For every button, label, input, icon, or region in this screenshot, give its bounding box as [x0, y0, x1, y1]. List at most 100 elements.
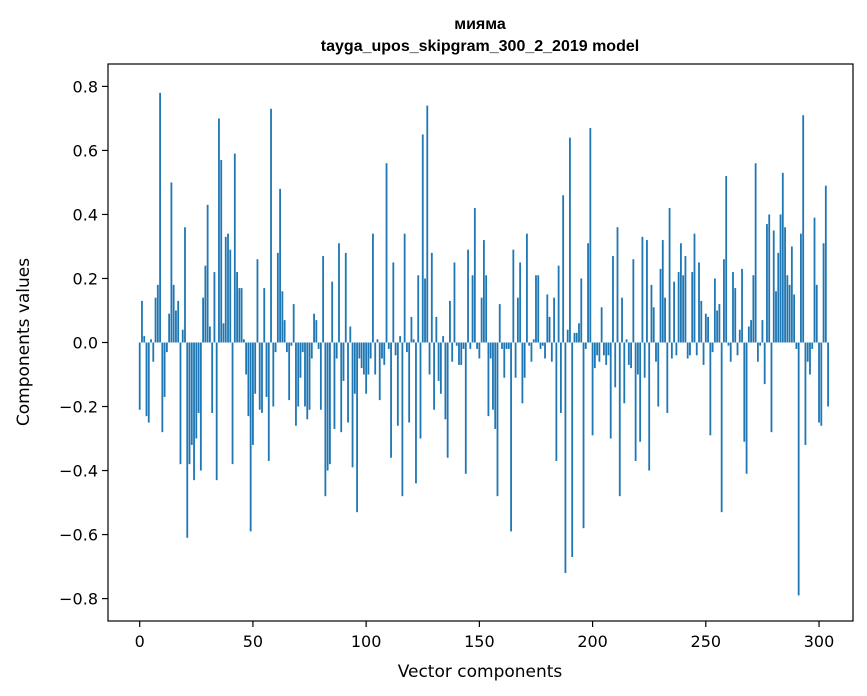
bar-217 — [630, 342, 632, 369]
bar-158 — [496, 342, 499, 497]
bar-28 — [202, 297, 205, 343]
bar-297 — [811, 342, 814, 349]
x-tick-label: 100 — [351, 632, 382, 651]
bar-181 — [548, 316, 551, 343]
bar-216 — [627, 342, 630, 365]
bar-127 — [426, 105, 429, 343]
bar-176 — [537, 275, 540, 343]
bar-201 — [593, 342, 596, 369]
bar-243 — [689, 342, 691, 356]
bar-279 — [770, 342, 773, 433]
bar-6 — [152, 342, 155, 362]
y-tick-label: −0.8 — [59, 590, 98, 609]
bar-18 — [179, 342, 182, 465]
bar-242 — [686, 342, 689, 359]
bar-204 — [600, 307, 603, 343]
bar-179 — [544, 342, 546, 359]
bar-178 — [541, 342, 544, 346]
bar-193 — [575, 332, 578, 343]
x-axis-label: Vector components — [398, 662, 563, 682]
bar-74 — [306, 342, 309, 420]
bar-29 — [204, 265, 207, 343]
x-tick-label: 250 — [691, 632, 722, 651]
bar-169 — [521, 342, 524, 404]
bar-299 — [815, 284, 818, 343]
bar-247 — [698, 262, 700, 343]
bar-172 — [528, 342, 531, 346]
bar-182 — [550, 342, 553, 362]
bar-38 — [224, 236, 227, 343]
bar-183 — [553, 297, 555, 343]
bar-228 — [655, 342, 657, 362]
bar-5 — [150, 339, 152, 343]
bars-group — [138, 92, 829, 596]
bar-271 — [752, 275, 755, 343]
bar-82 — [324, 342, 327, 497]
bar-20 — [184, 227, 186, 343]
bar-238 — [677, 272, 680, 343]
bar-165 — [512, 249, 515, 343]
bar-124 — [419, 342, 422, 439]
bar-295 — [806, 342, 809, 362]
bar-35 — [218, 118, 220, 343]
bar-284 — [781, 172, 784, 343]
bar-231 — [661, 240, 664, 343]
bar-47 — [245, 342, 248, 375]
bar-122 — [415, 342, 417, 484]
bar-280 — [772, 230, 775, 343]
bar-264 — [736, 342, 739, 356]
bar-16 — [175, 310, 177, 343]
bar-268 — [745, 342, 748, 474]
bar-214 — [623, 342, 626, 404]
x-tick-label: 200 — [577, 632, 608, 651]
bar-241 — [684, 256, 687, 343]
bar-76 — [310, 342, 313, 359]
bar-205 — [603, 342, 605, 356]
bar-159 — [498, 304, 501, 343]
bar-283 — [779, 214, 782, 343]
bar-145 — [467, 249, 469, 343]
bar-278 — [768, 214, 771, 343]
y-tick-label: −0.4 — [59, 462, 98, 481]
y-tick-label: 0.2 — [73, 269, 98, 288]
bar-93 — [349, 326, 352, 343]
bar-185 — [557, 265, 560, 343]
bar-21 — [186, 342, 189, 538]
bar-133 — [439, 342, 442, 394]
bar-146 — [469, 342, 472, 349]
bar-233 — [666, 342, 669, 413]
bar-249 — [702, 342, 705, 365]
bar-163 — [507, 342, 510, 349]
bar-50 — [252, 342, 254, 445]
bar-298 — [813, 217, 816, 343]
bar-156 — [492, 342, 494, 410]
bar-67 — [290, 342, 293, 346]
bar-95 — [353, 342, 356, 394]
y-tick-label: 0.4 — [73, 205, 98, 224]
bar-141 — [458, 342, 460, 365]
bar-221 — [639, 342, 642, 442]
bar-155 — [489, 342, 492, 359]
bar-225 — [648, 342, 651, 471]
bar-229 — [657, 342, 660, 407]
bar-296 — [809, 342, 811, 375]
bar-51 — [254, 342, 257, 394]
bar-114 — [396, 342, 399, 426]
x-axis: 0 50 100 150 200 250 300 — [135, 621, 834, 651]
bar-203 — [598, 342, 601, 362]
bar-223 — [643, 342, 646, 378]
bar-44 — [238, 288, 241, 343]
bar-17 — [177, 300, 180, 343]
bar-194 — [578, 323, 580, 343]
bar-96 — [356, 342, 358, 513]
bar-153 — [485, 275, 488, 343]
bar-89 — [340, 342, 343, 433]
bar-192 — [573, 332, 576, 343]
bar-26 — [197, 342, 200, 413]
bar-300 — [818, 342, 820, 423]
bar-270 — [750, 320, 752, 343]
bar-58 — [270, 108, 272, 343]
bar-55 — [263, 288, 266, 343]
x-tick-label: 50 — [243, 632, 263, 651]
bar-135 — [444, 342, 447, 420]
